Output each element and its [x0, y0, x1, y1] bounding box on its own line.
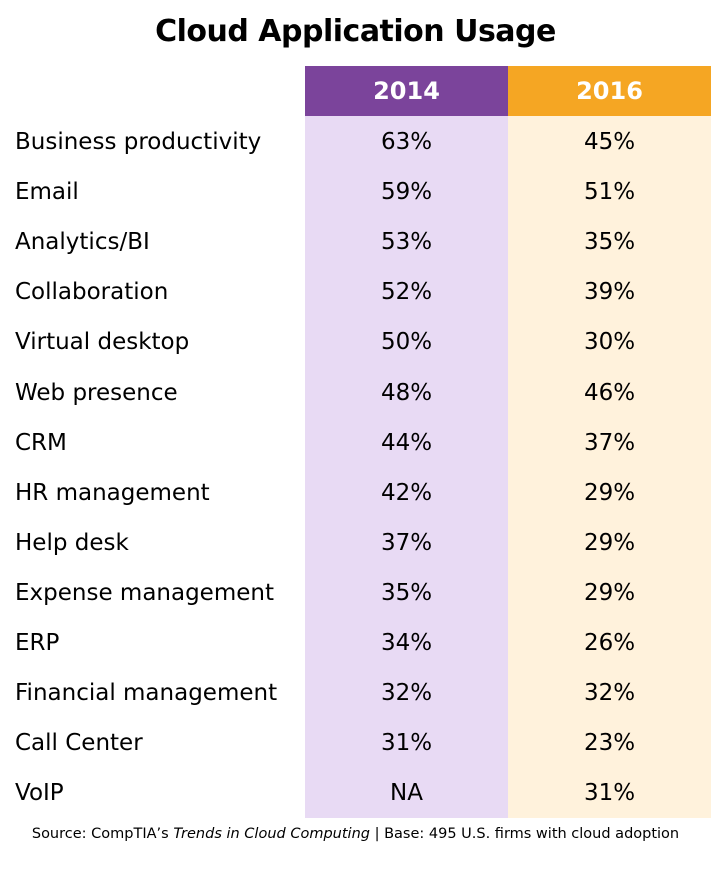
value-2014: 48%	[380, 379, 433, 406]
row-label: Help desk	[15, 529, 129, 556]
value-2014: 37%	[380, 529, 433, 556]
table-row: Web presence 48% 46%	[0, 367, 711, 417]
column-2014-background	[305, 116, 508, 818]
table-row: Analytics/BI 53% 35%	[0, 217, 711, 267]
value-2016: 29%	[583, 479, 636, 506]
row-label: Call Center	[15, 730, 143, 757]
value-2016: 23%	[583, 730, 636, 757]
table-row: Call Center 31% 23%	[0, 718, 711, 768]
value-2016: 51%	[583, 179, 636, 206]
value-2016: 31%	[583, 780, 636, 807]
source-suffix: | Base: 495 U.S. firms with cloud adopti…	[369, 826, 680, 842]
value-2014: 42%	[380, 479, 433, 506]
column-2016-background	[508, 116, 711, 818]
column-header-2014: 2014	[305, 66, 508, 116]
value-2014: 52%	[380, 279, 433, 306]
row-label: CRM	[15, 429, 67, 456]
value-2014: 32%	[380, 680, 433, 707]
source-note: Source: CompTIA’s Trends in Cloud Comput…	[0, 826, 711, 842]
value-2014: 50%	[380, 329, 433, 356]
value-2014: 35%	[380, 579, 433, 606]
source-title: Trends in Cloud Computing	[173, 826, 370, 842]
value-2014: 63%	[380, 129, 433, 156]
table-body: Business productivity 63% 45% Email 59% 51% An…	[0, 117, 711, 818]
table-row: Help desk 37% 29%	[0, 518, 711, 568]
chart-title: Cloud Application Usage	[155, 14, 556, 49]
value-2014: NA	[390, 780, 423, 807]
row-label: VoIP	[15, 780, 64, 807]
value-2016: 32%	[583, 680, 636, 707]
column-header-2016: 2016	[508, 66, 711, 116]
table-row: CRM 44% 37%	[0, 418, 711, 468]
table-row: Virtual desktop 50% 30%	[0, 317, 711, 367]
value-2016: 39%	[583, 279, 636, 306]
value-2014: 53%	[380, 229, 433, 256]
value-2016: 35%	[583, 229, 636, 256]
table-row: Email 59% 51%	[0, 167, 711, 217]
row-label: HR management	[15, 479, 210, 506]
table-row: HR management 42% 29%	[0, 468, 711, 518]
row-label: Financial management	[15, 680, 278, 707]
table-row: VoIP NA 31%	[0, 768, 711, 818]
table-row: Business productivity 63% 45%	[0, 117, 711, 167]
value-2016: 46%	[583, 379, 636, 406]
table-row: Expense management 35% 29%	[0, 568, 711, 618]
table-row: ERP 34% 26%	[0, 618, 711, 668]
value-2016: 29%	[583, 529, 636, 556]
value-2014: 31%	[380, 730, 433, 757]
value-2016: 29%	[583, 579, 636, 606]
row-label: Analytics/BI	[15, 229, 150, 256]
value-2016: 45%	[583, 129, 636, 156]
row-label: ERP	[15, 629, 60, 656]
value-2014: 44%	[380, 429, 433, 456]
row-label: Business productivity	[15, 129, 262, 156]
value-2016: 30%	[583, 329, 636, 356]
row-label: Web presence	[15, 379, 178, 406]
value-2014: 59%	[380, 179, 433, 206]
value-2014: 34%	[380, 629, 433, 656]
row-label: Collaboration	[15, 279, 169, 306]
row-label: Email	[15, 179, 79, 206]
value-2016: 37%	[583, 429, 636, 456]
table-row: Financial management 32% 32%	[0, 668, 711, 718]
row-label: Virtual desktop	[15, 329, 190, 356]
source-prefix: Source: CompTIA’s	[31, 826, 174, 842]
value-2016: 26%	[583, 629, 636, 656]
row-label: Expense management	[15, 579, 274, 606]
table-row: Collaboration 52% 39%	[0, 267, 711, 317]
